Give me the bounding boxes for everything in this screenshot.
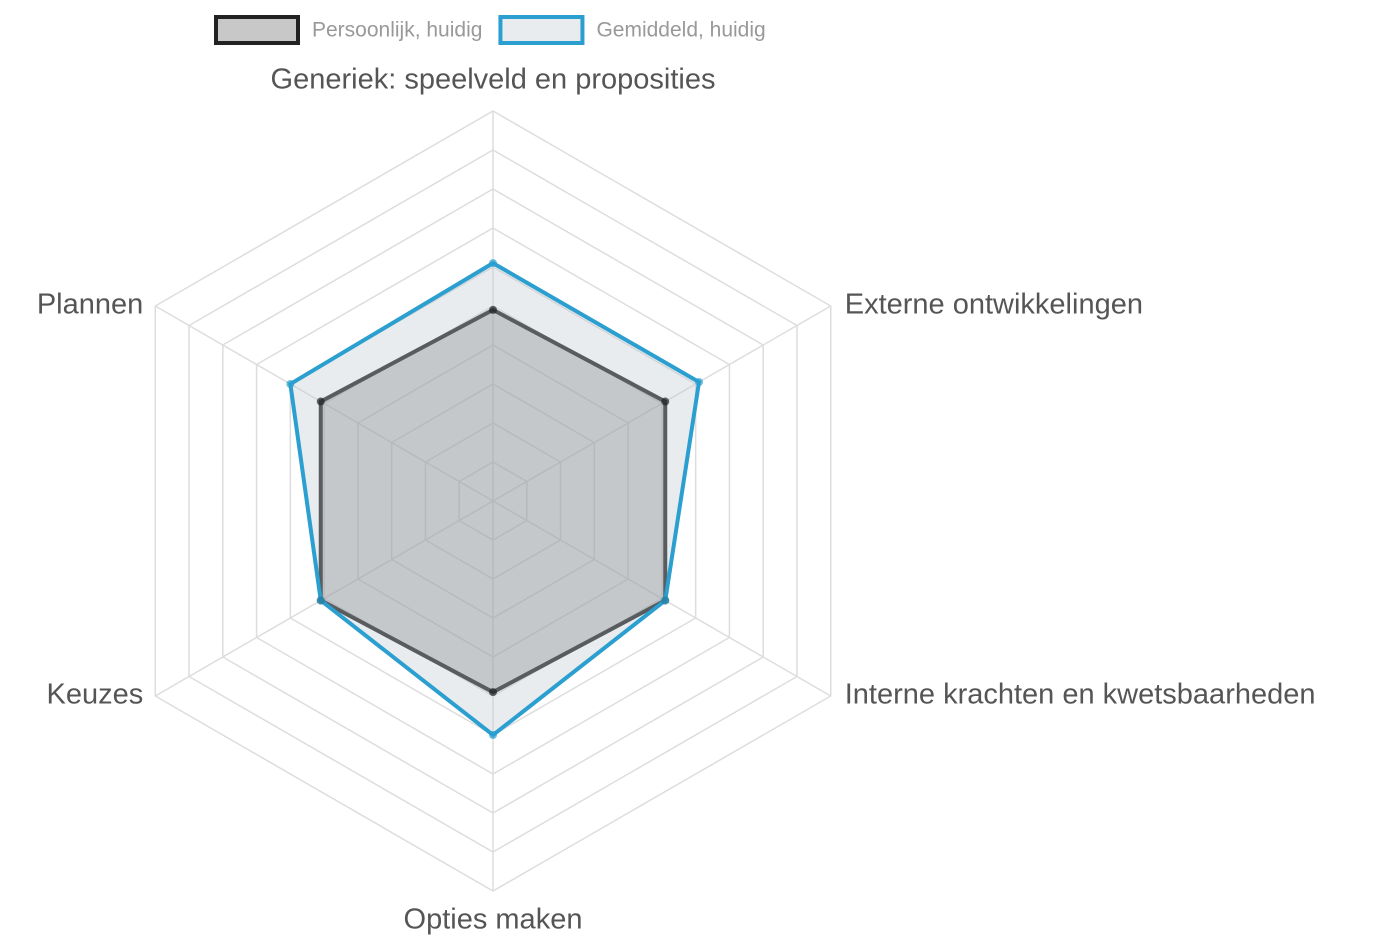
axis-label: Keuzes (47, 679, 144, 711)
legend-label: Gemiddeld, huidig (596, 19, 765, 42)
legend-swatch (498, 15, 585, 45)
axis-label: Plannen (37, 289, 143, 321)
series-point (489, 259, 497, 268)
series-point (661, 397, 670, 406)
legend-label: Persoonlijk, huidig (312, 19, 482, 42)
series-area (288, 260, 702, 738)
axis-label: Generiek: speelveld en proposities (271, 64, 716, 96)
series-point (286, 380, 295, 388)
series-point (695, 378, 704, 387)
series-point (489, 731, 497, 739)
axis-label: Opties maken (404, 904, 583, 936)
series-point (489, 688, 497, 697)
series-point (661, 596, 670, 605)
axis-label: Interne krachten en kwetsbaarheden (845, 679, 1316, 711)
axis-label: Externe ontwikkelingen (845, 289, 1143, 321)
series-point (316, 596, 325, 605)
series-point (316, 397, 325, 406)
series-point (489, 305, 497, 314)
legend-swatch (214, 15, 300, 45)
